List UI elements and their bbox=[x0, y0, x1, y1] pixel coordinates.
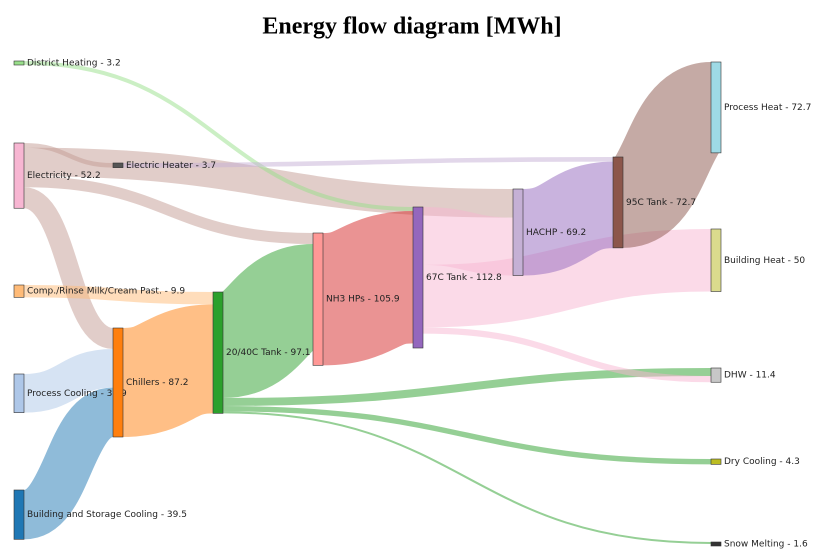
node-label: Process Heat - 72.7 bbox=[724, 103, 811, 113]
flow-link bbox=[23, 349, 114, 413]
node bbox=[112, 327, 124, 438]
node-label: Building and Storage Cooling - 39.5 bbox=[27, 510, 187, 520]
node-label: District Heating - 3.2 bbox=[27, 59, 121, 69]
flow-link bbox=[422, 229, 712, 328]
flow-link bbox=[222, 406, 712, 465]
node-label: Comp./Rinse Milk/Cream Past. - 9.9 bbox=[27, 287, 185, 297]
node-label: DHW - 11.4 bbox=[724, 371, 776, 381]
node-label: HACHP - 69.2 bbox=[526, 228, 586, 238]
flow-link bbox=[222, 411, 712, 544]
flow-link bbox=[320, 211, 416, 366]
flow-link bbox=[609, 62, 725, 248]
node-label: Process Cooling - 30.9 bbox=[27, 389, 127, 399]
node-label: NH3 HPs - 105.9 bbox=[326, 295, 400, 305]
flow-link bbox=[520, 161, 616, 276]
node bbox=[13, 489, 25, 540]
nodes: District Heating - 3.2 Electricity - 52.2… bbox=[13, 59, 811, 550]
node bbox=[412, 206, 424, 349]
node bbox=[13, 284, 25, 298]
node bbox=[710, 458, 722, 465]
node bbox=[710, 367, 722, 383]
flow-link bbox=[422, 207, 514, 276]
node-label: Chillers - 87.2 bbox=[126, 378, 188, 388]
node bbox=[112, 162, 124, 168]
node-label: 20/40C Tank - 97.1 bbox=[226, 348, 311, 358]
flow-link bbox=[217, 244, 319, 398]
node bbox=[13, 373, 25, 413]
node bbox=[212, 291, 224, 414]
node-label: 95C Tank - 72.7 bbox=[626, 198, 696, 208]
node bbox=[710, 541, 722, 547]
node-label: Dry Cooling - 4.3 bbox=[724, 457, 800, 467]
flow-link bbox=[122, 157, 614, 168]
flow-link bbox=[23, 285, 214, 305]
node bbox=[612, 156, 624, 249]
chart-title: Energy flow diagram [MWh] bbox=[262, 14, 561, 40]
flow-link bbox=[23, 176, 314, 244]
node-label: Building Heat - 50 bbox=[724, 256, 805, 266]
node bbox=[13, 60, 25, 66]
flow-link bbox=[422, 327, 712, 383]
node bbox=[512, 188, 524, 276]
flow-link bbox=[120, 304, 216, 437]
node-label: Snow Melting - 1.6 bbox=[724, 540, 808, 550]
flow-link bbox=[19, 387, 118, 540]
node-label: Electricity - 52.2 bbox=[27, 171, 101, 181]
node bbox=[312, 232, 324, 366]
node-label: Electric Heater - 3.7 bbox=[126, 161, 216, 171]
node bbox=[13, 142, 25, 209]
links bbox=[19, 61, 725, 544]
node bbox=[710, 61, 722, 154]
flow-link bbox=[22, 187, 115, 349]
flow-link bbox=[23, 61, 414, 211]
node-label: 67C Tank - 112.8 bbox=[426, 273, 502, 283]
node bbox=[710, 228, 722, 292]
